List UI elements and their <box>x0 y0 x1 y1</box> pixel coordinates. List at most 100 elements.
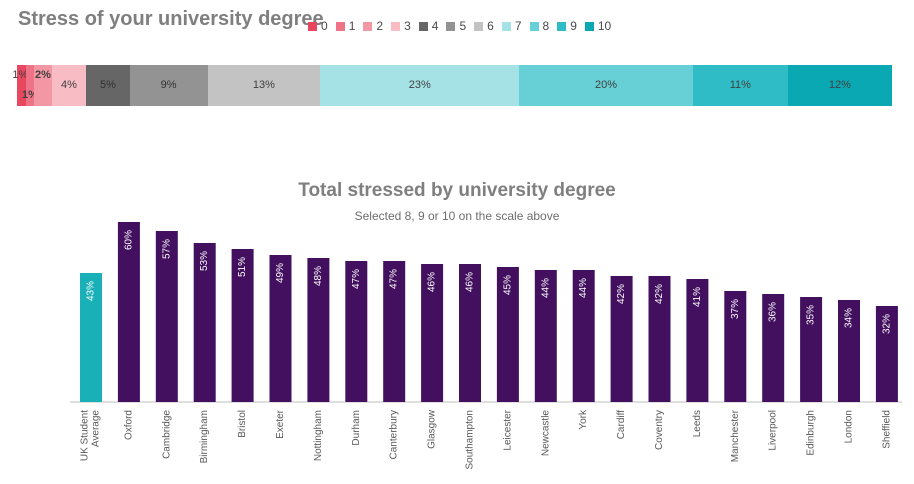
legend-swatch <box>308 21 317 31</box>
total-stressed-title: Total stressed by university degree <box>298 180 616 201</box>
bar-value-label: 35% <box>806 305 817 325</box>
bar-london <box>838 300 860 402</box>
stack-segment-label: 20% <box>595 79 618 91</box>
bar-southampton <box>459 264 481 402</box>
legend-swatch <box>584 21 594 31</box>
bar-york <box>572 270 595 402</box>
category-label: Glasgow <box>427 409 438 449</box>
stack-segment-label: 1% <box>22 89 38 101</box>
stack-segment-5: 9% <box>129 65 208 106</box>
stack-segment-label: 9% <box>160 79 177 91</box>
bar-durham <box>345 261 368 402</box>
legend-swatch <box>363 21 373 31</box>
legend-label: 7 <box>514 19 522 33</box>
bar-value-label: 44% <box>540 278 551 298</box>
bar-value-label: 47% <box>351 269 362 289</box>
bar-canterbury <box>383 261 406 402</box>
bar-value-label: 36% <box>768 302 779 322</box>
bar-edinburgh <box>800 297 823 402</box>
legend-swatch <box>474 21 484 31</box>
legend-swatch <box>529 21 539 31</box>
legend-swatch <box>446 21 456 31</box>
stack-segment-label: 4% <box>60 79 77 91</box>
bar-coventry <box>648 276 671 402</box>
bar-value-label: 49% <box>275 263 286 283</box>
legend-item-5: 5 <box>446 19 466 33</box>
legend-item-2: 2 <box>363 19 383 33</box>
bar-value-label: 42% <box>616 284 627 304</box>
legend-item-3: 3 <box>391 19 411 33</box>
stack-segment-label: 23% <box>408 79 431 91</box>
legend-item-10: 10 <box>584 19 611 33</box>
category-label: Edinburgh <box>806 410 817 456</box>
legend-item-6: 6 <box>474 19 494 33</box>
category-label: Sheffield <box>881 410 892 449</box>
bar-newcastle <box>534 270 557 402</box>
legend-item-8: 8 <box>529 19 550 33</box>
category-label: Canterbury <box>389 410 400 459</box>
stack-segment-4: 5% <box>86 65 130 106</box>
category-label-line: Average <box>91 410 102 448</box>
bar-nottingham <box>307 258 330 402</box>
bar-exeter <box>269 255 292 402</box>
legend-swatch <box>335 21 345 31</box>
bar-oxford <box>117 222 140 402</box>
bar-uk-student-average <box>80 273 102 402</box>
legend-swatch <box>557 21 567 31</box>
legend-label: 3 <box>404 19 411 33</box>
bar-sheffield <box>875 306 898 402</box>
scale-legend: 0 1 2 3 4 5 6 7 8 9 10 <box>308 19 619 33</box>
category-label: Nottingham <box>313 410 324 461</box>
category-label: Liverpool <box>768 410 779 451</box>
stack-segment-label: 2% <box>35 69 51 81</box>
stack-segment-label: 5% <box>99 79 116 91</box>
category-label: York <box>578 409 589 430</box>
bar-cardiff <box>610 276 633 402</box>
stress-stacked-bar: 1% 1% 2% 4% 5% 9% 13% 23% 20% 11% 12% <box>12 65 892 106</box>
bar-value-label: 47% <box>389 269 400 289</box>
legend-label: 1 <box>348 19 356 33</box>
bar-value-label: 45% <box>502 275 513 295</box>
bar-leeds <box>686 279 709 402</box>
bar-value-label: 46% <box>465 272 476 292</box>
bar-value-label: 32% <box>881 314 892 334</box>
bar-value-label: 42% <box>654 284 665 304</box>
bar-value-label: 41% <box>692 287 703 307</box>
stack-segment-3: 4% <box>51 65 87 106</box>
legend-item-9: 9 <box>557 19 577 33</box>
bar-value-label: 57% <box>161 239 172 259</box>
category-label: Cambridge <box>161 410 172 459</box>
bar-liverpool <box>762 294 785 402</box>
stack-segment-label: 1% <box>12 69 29 81</box>
legend-swatch <box>391 21 401 31</box>
legend-label: 0 <box>321 19 328 33</box>
category-label: Cardiff <box>616 410 627 439</box>
total-stressed-subtitle: Selected 8, 9 or 10 on the scale above <box>354 209 560 223</box>
stress-chart-title: Stress of your university degree <box>18 8 324 30</box>
bar-value-label: 37% <box>730 299 741 319</box>
bar-value-label: 43% <box>86 281 97 301</box>
bar-value-label: 44% <box>578 278 589 298</box>
legend-item-0: 0 <box>308 19 328 33</box>
legend-item-1: 1 <box>335 19 356 33</box>
stack-segment-10: 12% <box>787 65 892 106</box>
legend-label: 5 <box>459 19 467 33</box>
stack-segment-label: 12% <box>828 79 851 91</box>
legend-swatch <box>501 21 511 31</box>
bar-value-label: 46% <box>427 272 438 292</box>
legend-label: 8 <box>542 19 550 33</box>
legend-swatch <box>418 21 428 31</box>
category-label: Leeds <box>692 410 703 437</box>
stack-segment-6: 13% <box>207 65 321 106</box>
category-label: Leicester <box>502 409 513 450</box>
stack-segment-8: 20% <box>519 65 693 106</box>
category-label: Oxford <box>123 410 134 440</box>
bar-manchester <box>724 291 747 402</box>
stack-segment-label: 11% <box>729 79 751 91</box>
bar-value-label: 48% <box>313 266 324 286</box>
category-label: Southampton <box>465 410 476 470</box>
legend-item-7: 7 <box>501 19 522 33</box>
legend-label: 9 <box>570 19 577 33</box>
category-label: London <box>844 410 855 443</box>
